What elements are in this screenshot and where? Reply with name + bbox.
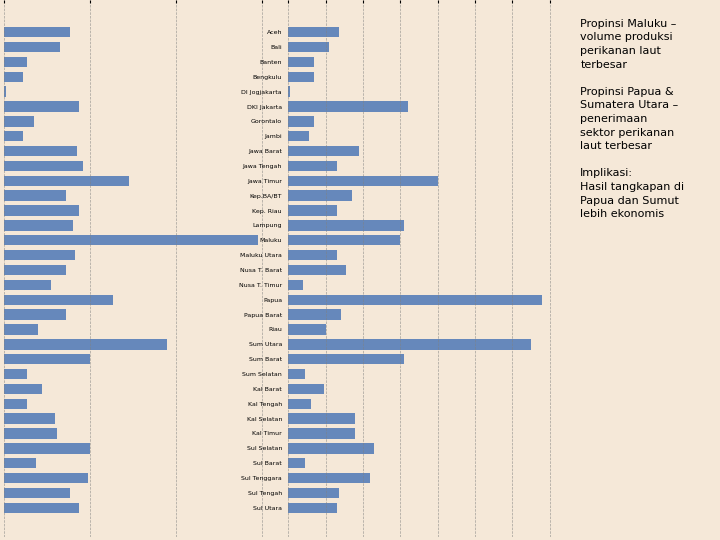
Bar: [4, 280, 51, 290]
Bar: [288, 354, 404, 364]
Bar: [288, 294, 542, 305]
Bar: [288, 161, 337, 171]
Bar: [288, 250, 337, 260]
Bar: [4, 161, 84, 171]
Bar: [4, 458, 36, 468]
Bar: [4, 428, 58, 438]
Bar: [288, 116, 315, 126]
Bar: [288, 176, 438, 186]
Bar: [4, 369, 27, 379]
Bar: [288, 146, 359, 156]
Bar: [288, 503, 337, 513]
Bar: [4, 42, 60, 52]
Bar: [288, 27, 338, 37]
Bar: [288, 220, 404, 231]
Bar: [288, 369, 305, 379]
Bar: [288, 265, 346, 275]
Bar: [288, 235, 400, 246]
Bar: [4, 399, 27, 409]
Bar: [288, 280, 303, 290]
Bar: [4, 235, 258, 246]
Bar: [4, 250, 75, 260]
Bar: [4, 205, 79, 216]
Bar: [4, 176, 128, 186]
Bar: [288, 324, 325, 335]
Bar: [288, 443, 374, 454]
Bar: [4, 414, 55, 424]
Bar: [288, 191, 352, 201]
Bar: [288, 205, 337, 216]
Bar: [4, 324, 38, 335]
Bar: [4, 339, 167, 349]
Bar: [288, 339, 531, 349]
Bar: [4, 220, 73, 231]
Bar: [4, 191, 66, 201]
Bar: [4, 488, 71, 498]
Bar: [288, 399, 311, 409]
Bar: [288, 57, 315, 67]
Bar: [288, 86, 290, 97]
Bar: [288, 384, 324, 394]
Bar: [288, 428, 356, 438]
Bar: [288, 72, 315, 82]
Bar: [4, 72, 23, 82]
Bar: [4, 443, 90, 454]
Bar: [4, 102, 79, 112]
Bar: [288, 473, 370, 483]
Bar: [288, 458, 305, 468]
Bar: [4, 27, 71, 37]
Bar: [4, 116, 34, 126]
Bar: [288, 414, 356, 424]
Bar: [4, 354, 90, 364]
Bar: [4, 384, 42, 394]
Bar: [4, 309, 66, 320]
Bar: [4, 265, 66, 275]
Bar: [4, 86, 6, 97]
Bar: [288, 102, 408, 112]
Bar: [4, 131, 23, 141]
Bar: [4, 503, 79, 513]
Bar: [4, 294, 114, 305]
Bar: [4, 473, 88, 483]
Bar: [288, 131, 309, 141]
Text: Propinsi Maluku –
volume produksi
perikanan laut
terbesar

Propinsi Papua &
Suma: Propinsi Maluku – volume produksi perika…: [580, 19, 685, 219]
Bar: [288, 42, 329, 52]
Bar: [288, 309, 341, 320]
Bar: [4, 57, 27, 67]
Bar: [288, 488, 338, 498]
Bar: [4, 146, 77, 156]
